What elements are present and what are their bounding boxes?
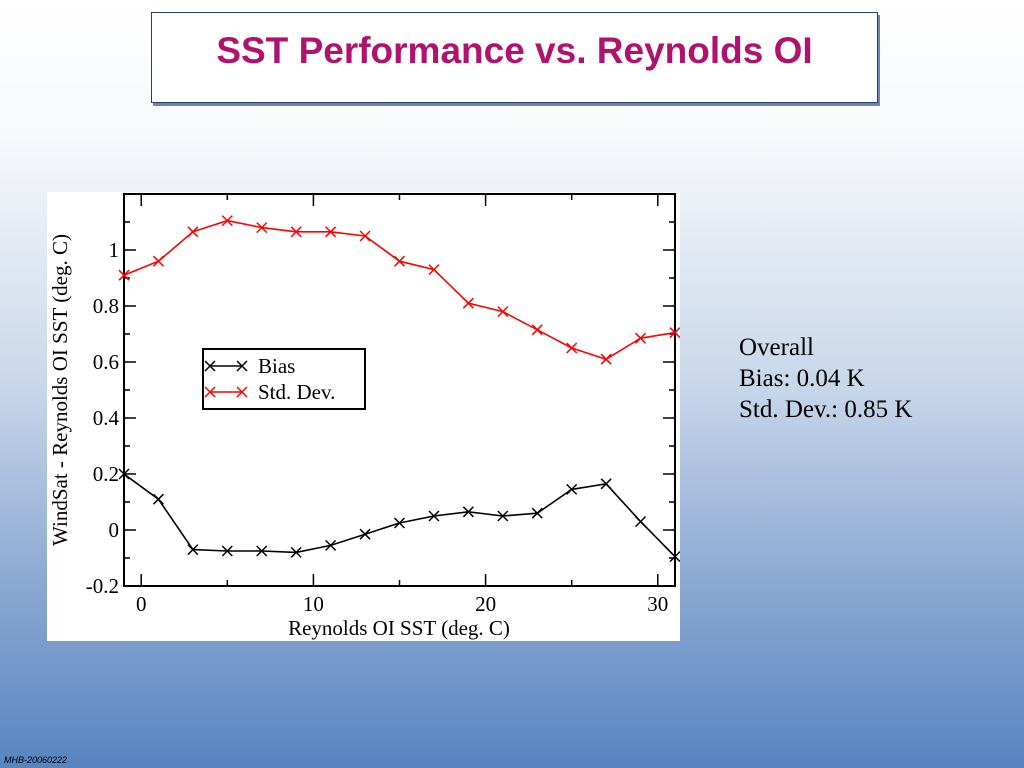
data-point-bias (118, 468, 130, 480)
data-point-bias (497, 510, 509, 522)
y-tick-label: 0.6 (93, 350, 119, 374)
data-point-std-dev (497, 306, 509, 318)
data-point-std-dev (669, 327, 680, 339)
y-axis: -0.2 0 0.2 0.4 0.6 0.8 1 (86, 193, 675, 598)
data-point-bias (566, 483, 578, 495)
x-tick-label: 30 (647, 592, 668, 616)
data-point-std-dev (462, 297, 474, 309)
legend-bias-marker-right (236, 360, 248, 372)
data-point-std-dev (256, 222, 268, 234)
legend-bias-marker-left (204, 360, 216, 372)
x-axis-label: Reynolds OI SST (deg. C) (288, 616, 510, 640)
data-point-std-dev (635, 332, 647, 344)
data-point-std-dev (393, 255, 406, 267)
data-point-bias (152, 493, 164, 505)
y-tick-label: -0.2 (86, 574, 119, 598)
legend-std-marker-left (204, 386, 216, 398)
data-point-bias (462, 506, 474, 518)
data-point-bias (187, 544, 199, 556)
legend: Bias Std. Dev. (202, 348, 366, 410)
data-point-std-dev (187, 226, 199, 238)
data-point-std-dev (531, 324, 543, 336)
series-layer (118, 215, 680, 563)
y-tick-label: 0.8 (93, 294, 119, 318)
x-tick-label: 20 (475, 592, 496, 616)
data-point-std-dev (221, 215, 233, 227)
chart-panel: -0.2 0 0.2 0.4 0.6 0.8 1 0 10 20 30 Reynolds OI S… (47, 192, 680, 641)
slide-title: SST Performance vs. Reynolds OI (216, 30, 813, 71)
overall-stats: Overall Bias: 0.04 K Std. Dev.: 0.85 K (739, 332, 912, 425)
legend-bias-label: Bias (258, 354, 295, 378)
data-point-bias (359, 528, 371, 540)
data-point-std-dev (325, 226, 337, 238)
data-point-std-dev (152, 255, 164, 267)
legend-std-marker-right (236, 386, 248, 398)
overall-std-dev: Std. Dev.: 0.85 K (739, 396, 913, 423)
x-tick-label: 10 (303, 592, 324, 616)
data-point-bias (600, 478, 612, 490)
data-point-std-dev (359, 230, 371, 242)
data-point-bias (325, 539, 337, 551)
x-axis: 0 10 20 30 (136, 194, 668, 616)
data-point-std-dev (566, 342, 578, 354)
footer-code: MHB-20060222 (4, 755, 68, 765)
data-point-bias (290, 546, 302, 558)
y-tick-label: 0 (109, 518, 120, 542)
series-line-bias (123, 473, 676, 558)
data-point-std-dev (118, 269, 130, 281)
overall-heading: Overall (739, 334, 814, 361)
legend-box (202, 348, 366, 410)
data-point-std-dev (290, 226, 302, 238)
data-point-bias (256, 545, 268, 557)
data-point-std-dev (428, 264, 440, 276)
data-point-bias (635, 516, 647, 528)
y-axis-label: WindSat - Reynolds OI SST (deg. C) (48, 234, 72, 546)
title-box: SST Performance vs. Reynolds OI (151, 12, 878, 103)
y-tick-label: 0.4 (93, 406, 120, 430)
data-point-bias (531, 507, 543, 519)
data-point-bias (428, 510, 440, 522)
data-point-bias (221, 545, 233, 557)
y-tick-label: 1 (109, 238, 120, 262)
data-point-bias (393, 517, 406, 529)
data-point-bias (669, 551, 680, 563)
line-chart: -0.2 0 0.2 0.4 0.6 0.8 1 0 10 20 30 Reynolds OI S… (48, 193, 680, 640)
x-tick-label: 0 (136, 592, 147, 616)
legend-std-label: Std. Dev. (258, 380, 335, 404)
series-line-std-dev (123, 219, 676, 361)
overall-bias: Bias: 0.04 K (739, 365, 865, 392)
y-tick-label: 0.2 (93, 462, 119, 486)
data-point-std-dev (600, 353, 612, 365)
